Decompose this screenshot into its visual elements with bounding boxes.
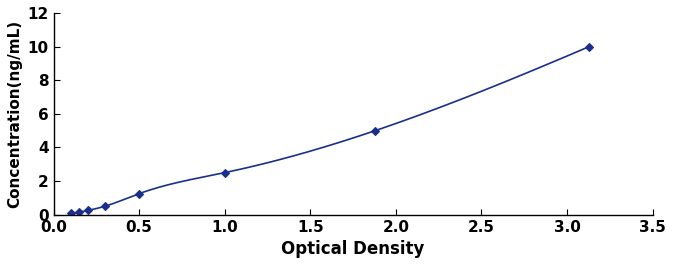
X-axis label: Optical Density: Optical Density	[281, 240, 425, 258]
Y-axis label: Concentration(ng/mL): Concentration(ng/mL)	[7, 20, 22, 208]
